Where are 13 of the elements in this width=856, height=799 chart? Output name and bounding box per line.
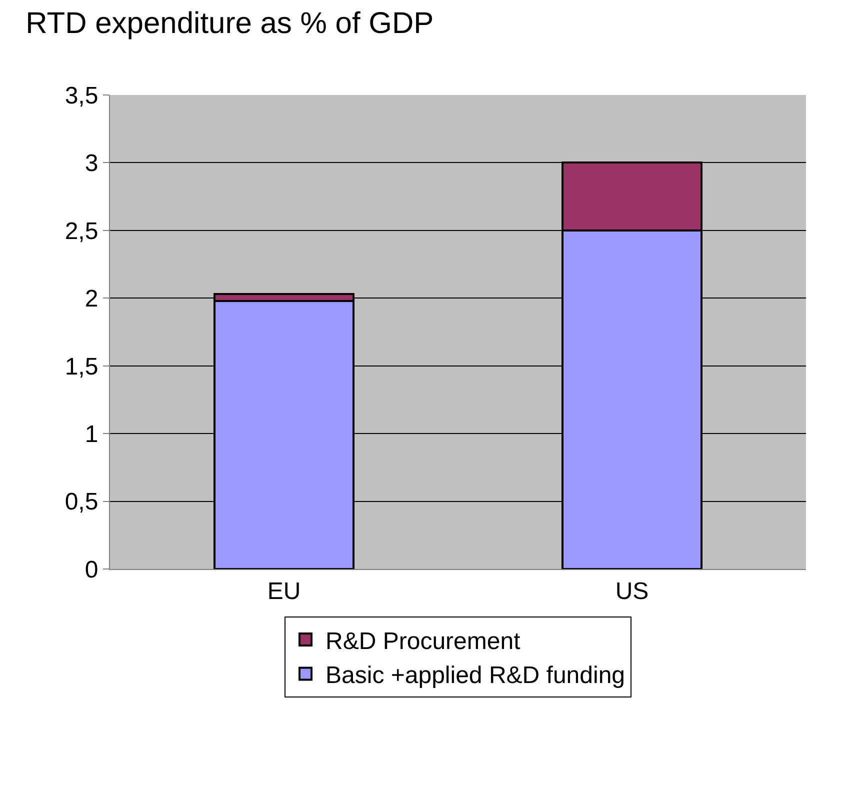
- y-tick-label: 1,5: [64, 353, 98, 380]
- y-tick-label: 2: [84, 286, 98, 313]
- chart-title: RTD expenditure as % of GDP: [26, 6, 434, 40]
- y-tick-label: 1: [84, 420, 98, 448]
- x-tick-label: US: [615, 578, 649, 605]
- legend-label: R&D Procurement: [326, 628, 521, 655]
- y-tick-label: 2,5: [64, 218, 98, 245]
- y-tick-label: 3,5: [64, 82, 98, 110]
- y-tick-label: 3: [84, 150, 98, 178]
- legend-label: Basic +applied R&D funding: [326, 662, 626, 690]
- y-tick-label: 0: [84, 556, 98, 584]
- x-tick-label: EU: [267, 578, 301, 605]
- y-tick-label: 0,5: [64, 488, 98, 516]
